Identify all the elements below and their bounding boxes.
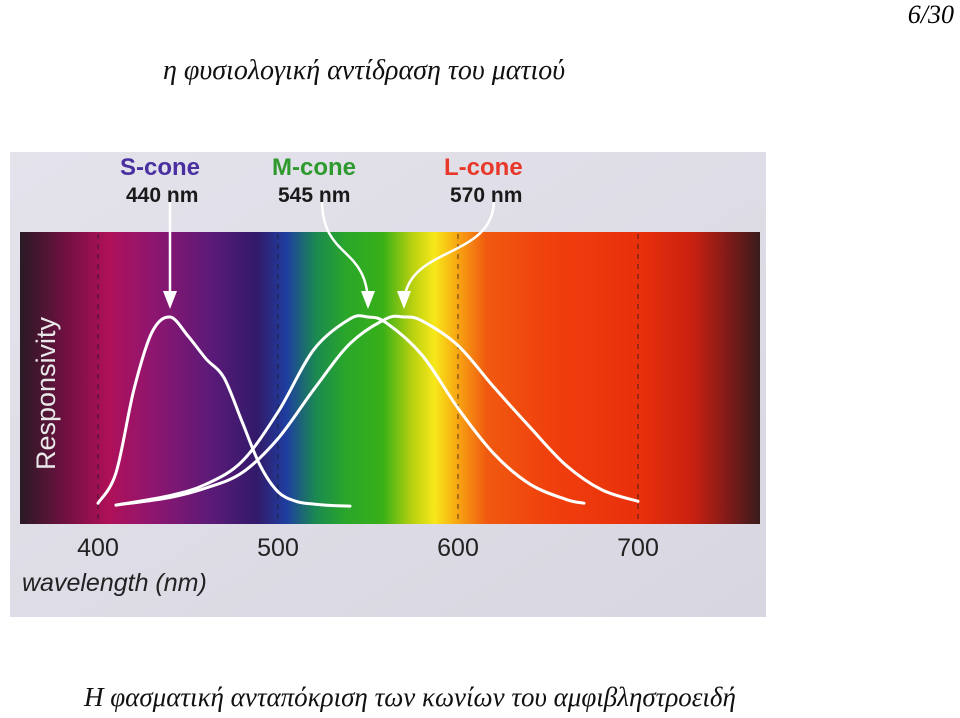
- s-cone-name-label: S-cone: [120, 154, 200, 181]
- y-axis-label: Responsivity: [31, 316, 61, 470]
- l-cone-arrow: [402, 199, 496, 306]
- l-cone-name-label: L-cone: [444, 154, 523, 181]
- spectrum-band: [20, 232, 760, 524]
- l-cone-peak-label: 570 nm: [450, 184, 522, 207]
- s-cone-arrowhead: [163, 291, 177, 309]
- m-cone-curve: [114, 314, 586, 507]
- x-tick-labels: 400 500 600 700: [77, 534, 659, 562]
- l-cone-curve: [114, 314, 640, 507]
- chart-canvas: S-cone 440 nm M-cone 545 nm L-cone 570 nm 400…: [10, 152, 766, 617]
- x-tick-label: 500: [257, 534, 299, 562]
- s-cone-peak-label: 440 nm: [126, 184, 198, 207]
- l-cone-arrowhead: [397, 291, 411, 309]
- s-cone-curve: [96, 315, 352, 508]
- slide-title: η φυσιολογική αντίδραση του ματιού: [163, 55, 566, 86]
- x-tick-label: 600: [437, 534, 479, 562]
- x-tick-label: 400: [77, 534, 119, 562]
- peak-arrows: [163, 199, 496, 309]
- slide-caption: Η φασματική ανταπόκριση των κωνίων του α…: [84, 682, 736, 712]
- spectral-response-chart: S-cone 440 nm M-cone 545 nm L-cone 570 nm 400…: [10, 152, 766, 617]
- response-curves: [96, 314, 640, 508]
- m-cone-arrow: [320, 199, 370, 306]
- cone-labels: S-cone 440 nm M-cone 545 nm L-cone 570 nm: [120, 154, 523, 207]
- page-number: 6/30: [907, 0, 954, 29]
- grid-lines: [97, 234, 639, 524]
- x-axis-label: wavelength (nm): [22, 569, 207, 597]
- m-cone-arrowhead: [361, 291, 375, 309]
- m-cone-peak-label: 545 nm: [278, 184, 350, 207]
- m-cone-name-label: M-cone: [272, 154, 356, 181]
- x-tick-label: 700: [617, 534, 659, 562]
